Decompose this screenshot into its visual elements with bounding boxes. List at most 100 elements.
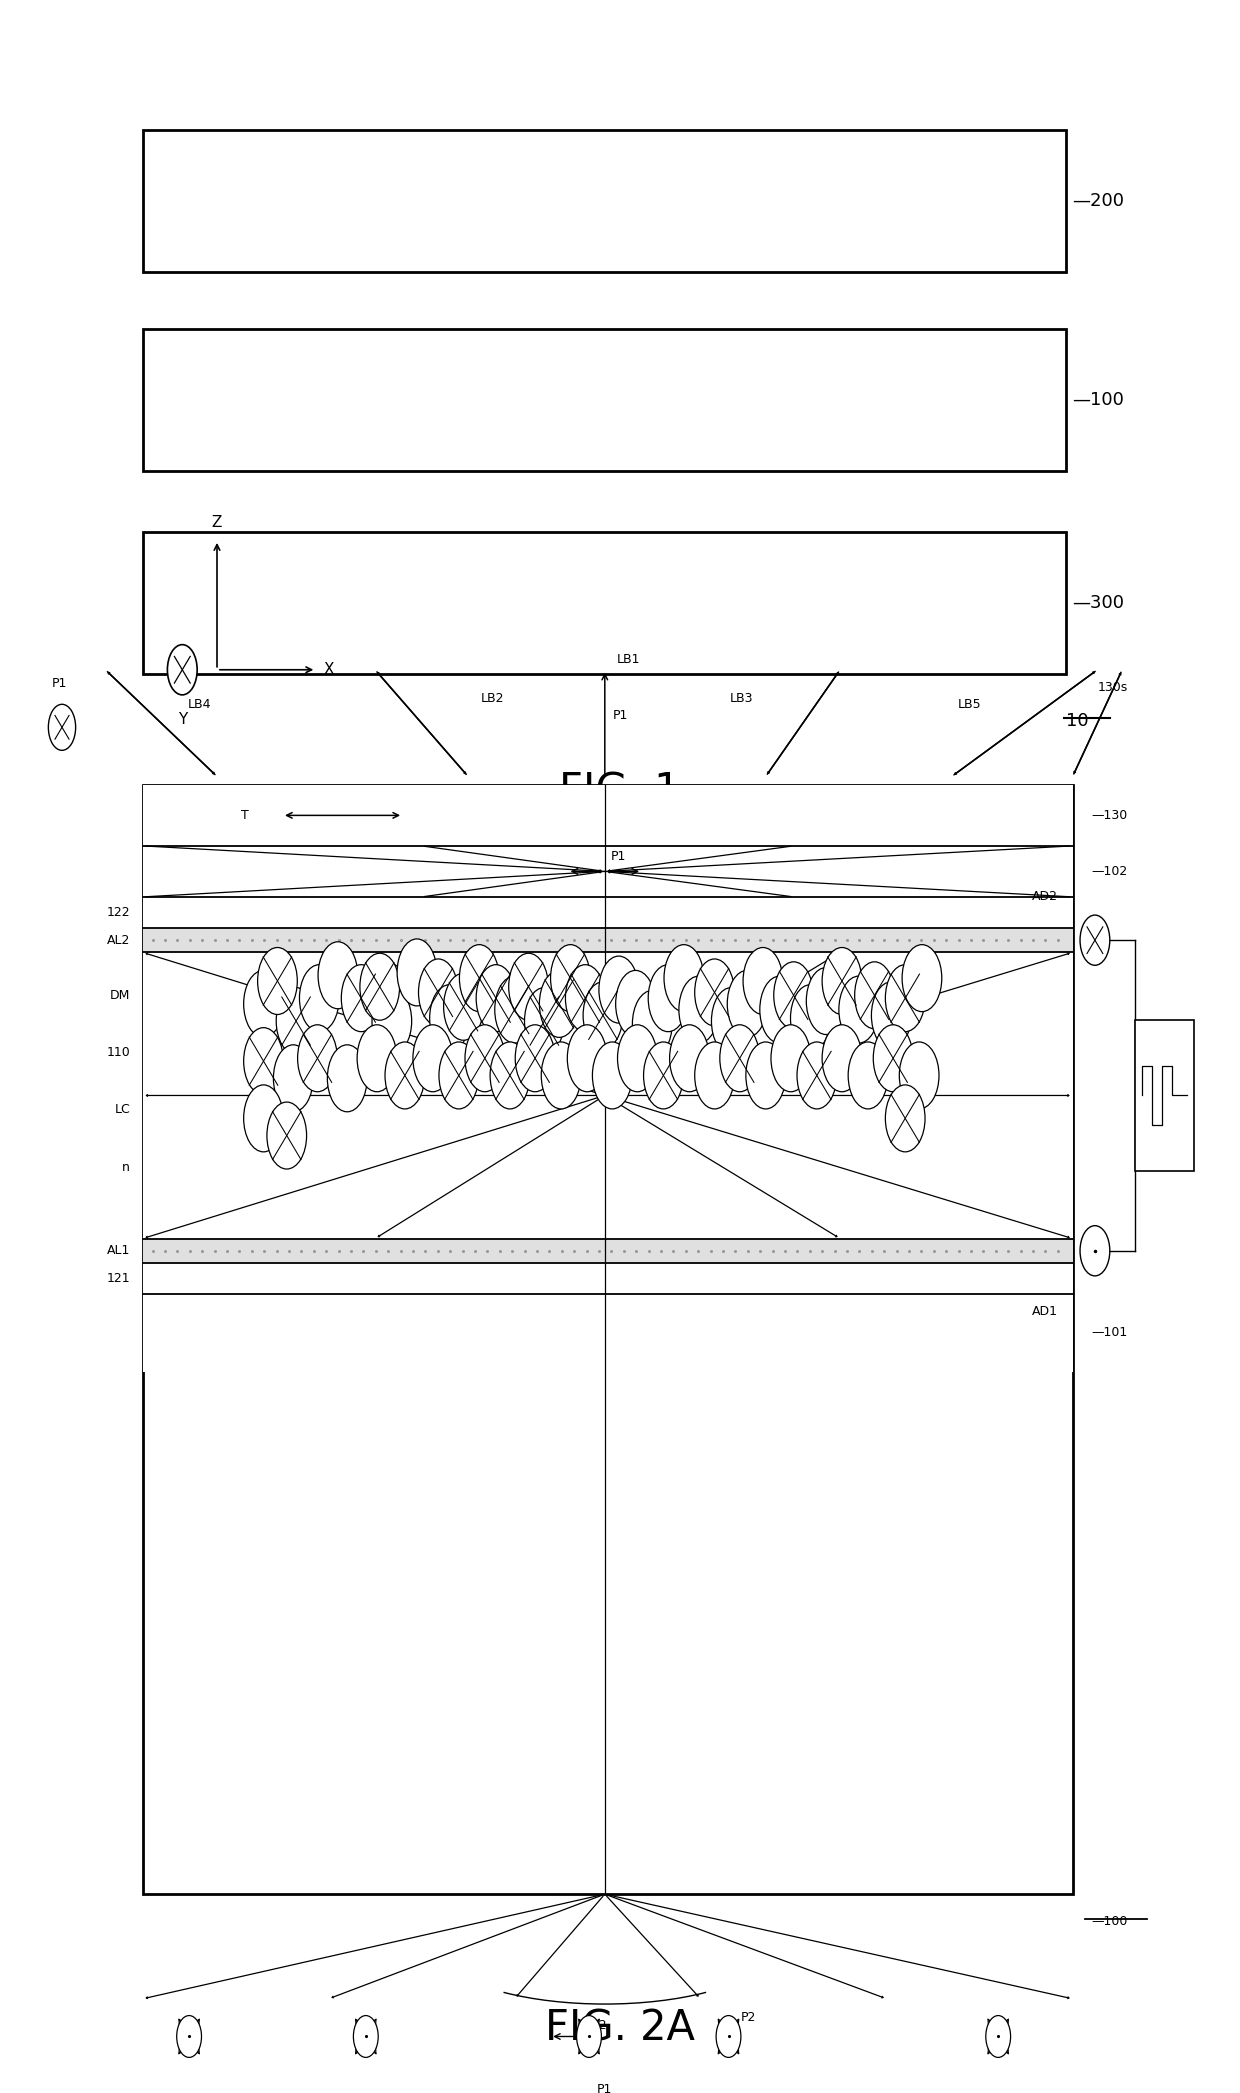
Circle shape <box>806 967 846 1034</box>
Circle shape <box>413 1026 453 1093</box>
Text: —101: —101 <box>1091 1327 1127 1340</box>
Text: n: n <box>123 1160 130 1174</box>
Bar <box>143 1262 1073 1293</box>
Circle shape <box>760 975 800 1042</box>
Text: FIG. 1: FIG. 1 <box>559 770 681 812</box>
Bar <box>143 785 1073 846</box>
Circle shape <box>384 1042 424 1109</box>
Circle shape <box>419 959 458 1026</box>
Circle shape <box>727 971 766 1038</box>
Circle shape <box>298 1026 337 1093</box>
Circle shape <box>848 1042 888 1109</box>
Text: AL2: AL2 <box>107 933 130 946</box>
Circle shape <box>1080 1226 1110 1277</box>
Text: —100: —100 <box>1073 391 1125 408</box>
Circle shape <box>599 957 639 1023</box>
Circle shape <box>430 984 469 1051</box>
Circle shape <box>712 988 751 1055</box>
Circle shape <box>300 965 339 1032</box>
Text: X: X <box>324 661 334 678</box>
Circle shape <box>277 988 316 1055</box>
Circle shape <box>822 1026 862 1093</box>
Text: 130s: 130s <box>1097 680 1127 693</box>
Circle shape <box>583 982 622 1049</box>
Circle shape <box>1080 915 1110 965</box>
Circle shape <box>439 1042 479 1109</box>
Circle shape <box>372 988 412 1055</box>
Text: LB5: LB5 <box>957 697 982 712</box>
Circle shape <box>397 940 436 1007</box>
Circle shape <box>515 1026 556 1093</box>
Text: LB2: LB2 <box>480 693 503 705</box>
Circle shape <box>353 2016 378 2057</box>
Circle shape <box>243 1028 283 1095</box>
Circle shape <box>854 963 894 1030</box>
Bar <box>143 329 1066 471</box>
Circle shape <box>774 963 813 1030</box>
Circle shape <box>273 1044 312 1111</box>
Text: —130: —130 <box>1091 808 1127 823</box>
Circle shape <box>508 952 548 1019</box>
Circle shape <box>243 1084 283 1151</box>
Text: LC: LC <box>114 1103 130 1116</box>
Text: FIG. 2A: FIG. 2A <box>546 2007 694 2049</box>
Text: P2: P2 <box>742 2011 756 2024</box>
Circle shape <box>715 2016 742 2057</box>
Text: P1: P1 <box>613 710 627 722</box>
Bar <box>143 130 1066 272</box>
Bar <box>143 785 1073 1894</box>
Circle shape <box>48 705 76 751</box>
Circle shape <box>872 982 911 1049</box>
Circle shape <box>680 975 719 1042</box>
Circle shape <box>593 1042 632 1109</box>
Bar <box>143 927 1073 952</box>
Text: LB1: LB1 <box>618 653 641 666</box>
Text: T: T <box>241 808 249 823</box>
Circle shape <box>327 1044 367 1111</box>
Circle shape <box>771 1026 811 1093</box>
Circle shape <box>616 971 656 1038</box>
Text: —200: —200 <box>1073 193 1125 209</box>
Circle shape <box>694 1042 734 1109</box>
Circle shape <box>490 1042 529 1109</box>
Circle shape <box>719 1026 759 1093</box>
Circle shape <box>885 1084 925 1151</box>
Circle shape <box>791 984 831 1051</box>
Text: P1: P1 <box>611 850 626 862</box>
Circle shape <box>986 2016 1011 2057</box>
Circle shape <box>243 971 283 1038</box>
Circle shape <box>665 944 704 1011</box>
Text: —100: —100 <box>1091 1915 1127 1928</box>
Text: —102: —102 <box>1091 864 1127 877</box>
Bar <box>143 1293 1073 1371</box>
Circle shape <box>539 971 579 1038</box>
Circle shape <box>901 944 942 1011</box>
Text: 110: 110 <box>107 1046 130 1059</box>
Text: AD2: AD2 <box>1032 890 1058 902</box>
Circle shape <box>885 965 925 1032</box>
Circle shape <box>577 2016 601 2057</box>
Circle shape <box>822 948 862 1015</box>
Circle shape <box>551 944 590 1011</box>
Circle shape <box>644 1042 683 1109</box>
Circle shape <box>267 1103 306 1170</box>
Circle shape <box>459 944 498 1011</box>
Text: AL1: AL1 <box>107 1243 130 1258</box>
Circle shape <box>670 1026 709 1093</box>
Text: AD1: AD1 <box>1032 1306 1058 1319</box>
Circle shape <box>525 988 564 1055</box>
Bar <box>143 952 1073 1239</box>
Circle shape <box>476 965 516 1032</box>
Bar <box>143 898 1073 927</box>
Circle shape <box>357 1026 397 1093</box>
Text: LB3: LB3 <box>730 693 754 705</box>
Circle shape <box>565 965 605 1032</box>
Circle shape <box>618 1026 657 1093</box>
Circle shape <box>444 973 484 1040</box>
Circle shape <box>694 959 734 1026</box>
Text: R2: R2 <box>591 2020 608 2032</box>
Circle shape <box>541 1042 580 1109</box>
Circle shape <box>838 975 878 1042</box>
Text: Z: Z <box>212 515 222 530</box>
Circle shape <box>899 1042 939 1109</box>
